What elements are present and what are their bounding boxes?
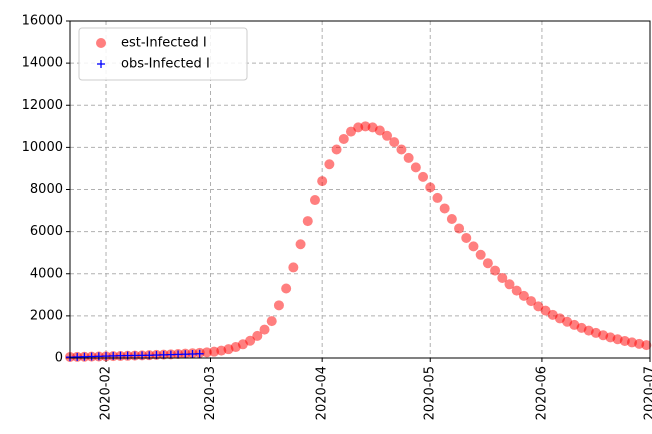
point: [109, 351, 118, 360]
point: [490, 265, 501, 276]
legend-box: [78, 27, 248, 81]
point: [174, 350, 183, 359]
point: [288, 262, 299, 273]
point: [497, 272, 508, 283]
point: [403, 152, 414, 163]
y-tick-label: 4000: [30, 266, 63, 281]
point: [454, 223, 465, 234]
point: [252, 330, 263, 341]
point: [533, 301, 544, 312]
point: [266, 316, 277, 327]
point: [504, 279, 515, 290]
point: [273, 300, 284, 311]
point: [281, 283, 292, 294]
point: [432, 192, 443, 203]
y-tick-label: 8000: [30, 182, 63, 197]
point: [641, 340, 652, 351]
point: [540, 305, 551, 316]
y-tick-label: 12000: [22, 98, 63, 113]
point: [345, 126, 356, 137]
point: [102, 352, 111, 361]
point: [195, 349, 204, 358]
legend-marker: [97, 60, 105, 68]
point: [418, 171, 429, 182]
y-tick-label: 10000: [22, 140, 63, 155]
y-tick-label: 14000: [22, 56, 63, 71]
x-tick-label: 2020-04: [315, 366, 330, 420]
point: [461, 232, 472, 243]
x-tick-label: 2020-07: [643, 366, 652, 420]
legend-label: est-Infected I: [121, 36, 207, 51]
x-tick-label: 2020-06: [534, 366, 549, 420]
point: [87, 352, 96, 361]
point: [518, 290, 529, 301]
legend-label: obs-Infected I: [121, 57, 210, 72]
point: [94, 352, 103, 361]
x-tick-label: 2020-02: [99, 366, 114, 420]
point: [382, 130, 393, 141]
point: [302, 216, 313, 227]
point: [73, 352, 82, 361]
y-tick-label: 16000: [22, 14, 63, 29]
point: [468, 241, 479, 252]
point: [295, 239, 306, 250]
x-tick-label: 2020-05: [423, 366, 438, 420]
point: [201, 347, 212, 358]
point: [80, 352, 89, 361]
point: [324, 159, 335, 170]
y-tick-label: 0: [55, 351, 63, 366]
y-tick-label: 6000: [30, 224, 63, 239]
plot-frame: [69, 20, 651, 359]
point: [245, 335, 256, 346]
point: [475, 249, 486, 260]
point: [331, 144, 342, 155]
point: [338, 133, 349, 144]
point: [425, 182, 436, 193]
point: [317, 176, 328, 187]
point: [181, 350, 190, 359]
point: [389, 137, 400, 148]
point: [526, 296, 537, 307]
point: [166, 350, 175, 359]
point: [482, 258, 493, 269]
point: [259, 324, 270, 335]
point: [446, 213, 457, 224]
point: [439, 203, 450, 214]
point: [511, 285, 522, 296]
point: [396, 144, 407, 155]
point: [410, 162, 421, 173]
point: [188, 349, 197, 358]
y-tick-label: 2000: [30, 308, 63, 323]
point: [309, 195, 320, 206]
legend-marker: [96, 38, 106, 48]
point: [374, 125, 385, 136]
x-tick-label: 2020-03: [203, 366, 218, 420]
